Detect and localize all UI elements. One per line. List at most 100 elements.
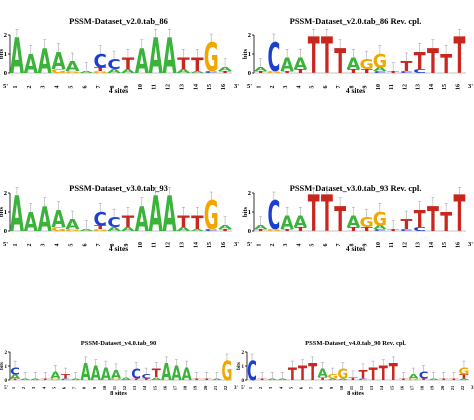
y-tick-label: 0: [242, 379, 245, 384]
position-label: 14: [429, 84, 435, 90]
logo-letter-C: C: [400, 70, 413, 73]
y-tick-label: 0: [4, 228, 7, 235]
logo-letter-A: A: [254, 67, 268, 73]
position-label: 22: [223, 385, 228, 390]
position-label: 9: [124, 86, 130, 89]
position-label: 8: [349, 244, 355, 247]
position-label: 12: [402, 84, 408, 90]
logo-letter-A: A: [65, 217, 80, 233]
y-tick-label: 2: [248, 190, 251, 197]
logo-letter-T: T: [453, 28, 465, 85]
logo-letter-G: G: [459, 365, 470, 377]
logo-letter-A: A: [181, 364, 191, 384]
logo-letter-A: A: [328, 378, 339, 380]
position-label: 10: [102, 385, 107, 390]
position-label: 5: [310, 244, 316, 247]
three-prime-label: 3': [234, 83, 239, 90]
position-label: 5: [51, 386, 56, 389]
position-label: 9: [124, 244, 130, 247]
position-label: 13: [132, 385, 137, 390]
logo-letter-A: A: [10, 185, 24, 243]
logo-letter-T: T: [308, 186, 320, 243]
logo-letter-A: A: [212, 378, 223, 380]
logo-letter-T: T: [308, 360, 317, 386]
logo-sites: 8 sites: [347, 390, 364, 397]
logo-letter-A: A: [254, 225, 268, 231]
position-label: 2: [27, 244, 33, 247]
logo-letter-T: T: [255, 70, 268, 73]
logo-letter-T: T: [453, 186, 465, 243]
logo-letter-T: T: [142, 378, 152, 380]
sequence-logo: 012bits5'3'1C2T3A4A5T6T7T8TA9AG10AG11T12…: [237, 351, 474, 391]
position-label: 4: [296, 244, 302, 247]
three-prime-label: 3': [471, 386, 474, 391]
position-label: 11: [349, 385, 354, 390]
position-label: 12: [402, 242, 408, 248]
position-label: 13: [179, 84, 185, 90]
logo-letter-G: G: [267, 70, 281, 73]
logo-letter-T: T: [191, 213, 204, 234]
logo-letter-G: G: [51, 69, 66, 75]
logo-letter-T: T: [379, 363, 389, 385]
position-label: 6: [323, 244, 329, 247]
five-prime-label: 5': [241, 386, 246, 391]
logo-letter-A: A: [20, 378, 31, 380]
logo-letter-C: C: [141, 374, 151, 380]
position-label: 9: [329, 386, 334, 389]
position-label: 9: [92, 386, 97, 389]
position-label: 13: [179, 242, 185, 248]
logo-letter-A: A: [79, 71, 94, 74]
logo-letter-T: T: [400, 217, 412, 232]
logo-letter-A: A: [24, 50, 39, 80]
logo-letter-A: A: [294, 55, 308, 73]
y-axis-label: bits: [0, 48, 5, 59]
logo-letter-T: T: [400, 59, 412, 74]
logo-letter-A: A: [190, 229, 205, 232]
position-label: 4: [296, 86, 302, 89]
logo-letter-C: C: [93, 209, 106, 230]
logo-letter-A: A: [294, 213, 308, 231]
position-label: 19: [193, 385, 198, 390]
logo-letter-T: T: [387, 228, 400, 231]
logo-letter-T: T: [414, 206, 426, 233]
position-label: 20: [440, 385, 445, 390]
y-tick-label: 1: [248, 209, 251, 216]
logo-v4-reverse: PSSM-Dataset_v4.0.tab_90 Rev. cpl. 0 1 2 bi…: [237, 330, 474, 420]
position-label: 4: [55, 244, 61, 247]
logo-letter-G: G: [51, 227, 66, 233]
position-label: 2: [27, 86, 33, 89]
logo-letter-T: T: [152, 366, 162, 380]
position-label: 6: [323, 86, 329, 89]
logo-letter-T: T: [318, 377, 328, 381]
logo-letter-G: G: [111, 378, 122, 380]
position-label: 15: [152, 385, 157, 390]
logo-letter-C: C: [373, 70, 386, 73]
logo-letter-G: G: [359, 57, 373, 72]
logo-letter-C: C: [61, 378, 71, 380]
logo-letter-A: A: [373, 225, 387, 231]
logo-letter-T: T: [334, 43, 346, 82]
logo-letter-T: T: [347, 227, 359, 233]
position-label: 2: [270, 86, 276, 89]
position-label: 15: [389, 385, 394, 390]
position-label: 17: [410, 385, 415, 390]
y-tick-label: 2: [4, 190, 7, 197]
five-prime-label: 5': [3, 241, 8, 248]
logo-letter-G: G: [50, 378, 61, 380]
position-label: 10: [138, 242, 144, 248]
position-label: 11: [389, 242, 395, 248]
logo-letter-T: T: [440, 207, 452, 238]
logo-letter-A: A: [338, 378, 349, 380]
y-tick-label: 2: [5, 351, 8, 356]
logo-letter-C: C: [413, 227, 426, 233]
y-axis-label: bits: [242, 206, 249, 217]
position-label: 10: [376, 242, 382, 248]
position-label: 15: [207, 242, 213, 248]
logo-letter-G: G: [93, 71, 108, 74]
position-label: 16: [455, 242, 461, 248]
logo-letter-T: T: [321, 186, 333, 243]
logo-letter-A: A: [176, 227, 191, 233]
position-label: 11: [389, 84, 395, 90]
